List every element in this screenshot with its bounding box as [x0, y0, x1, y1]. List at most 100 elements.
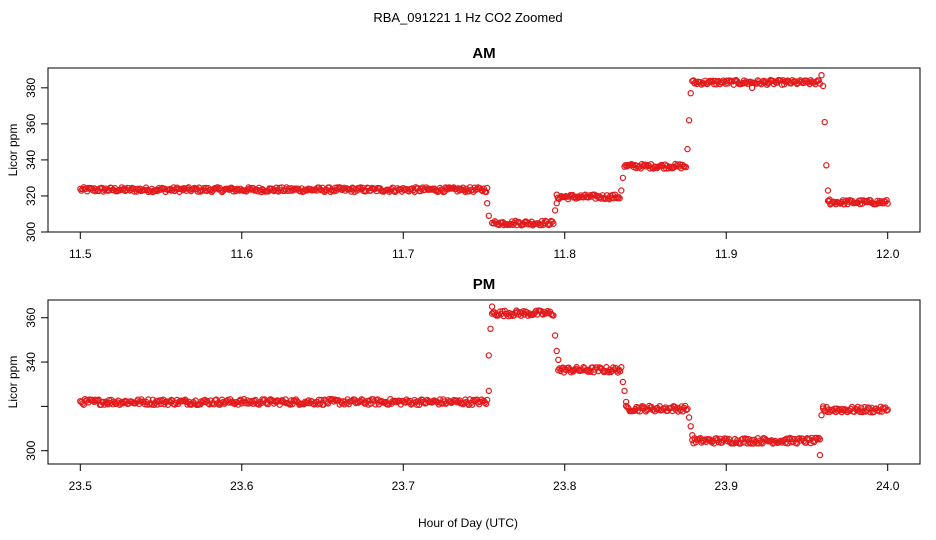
data-point [826, 196, 833, 203]
x-tick-label: 11.6 [231, 247, 254, 261]
data-point [372, 401, 379, 408]
data-point [404, 398, 411, 405]
data-point [816, 436, 824, 443]
x-tick-label: 23.9 [715, 479, 739, 493]
data-point [748, 436, 756, 444]
y-tick-label: 340 [24, 352, 38, 372]
data-point [685, 117, 693, 124]
data-point [622, 398, 630, 406]
data-point [553, 199, 560, 207]
data-point [485, 352, 492, 359]
data-point [259, 396, 266, 403]
data-point [682, 163, 690, 171]
x-tick-label: 12.0 [876, 247, 900, 261]
data-point [683, 406, 690, 414]
data-point [487, 325, 494, 332]
panel-am: AM Licor ppm 11.5 11.6 11.7 11.8 11.9 12.0 30… [6, 45, 921, 261]
data-point [488, 219, 496, 227]
data-point [823, 162, 830, 169]
data-point [583, 367, 591, 374]
data-point [684, 405, 691, 413]
data-point [883, 196, 890, 204]
x-axis-label: Hour of Day (UTC) [418, 516, 518, 530]
x-tick-label: 24.0 [876, 479, 900, 493]
data-point [618, 187, 625, 194]
data-point [416, 401, 423, 408]
y-tick-label: 360 [24, 114, 38, 134]
data-point [484, 396, 491, 404]
data-point [814, 436, 821, 443]
data-point [484, 184, 491, 192]
data-point [485, 387, 492, 395]
data-point [550, 312, 557, 319]
data-point [813, 434, 820, 442]
y-tick-label: 300 [24, 440, 38, 460]
data-point [568, 367, 576, 374]
data-point [482, 188, 490, 196]
panel-pm-series [77, 303, 891, 459]
data-point [619, 174, 627, 182]
x-tick-label: 23.8 [553, 479, 577, 493]
data-point [485, 212, 492, 219]
data-point [520, 308, 527, 315]
data-point [291, 397, 298, 405]
data-point [854, 403, 861, 411]
data-point [619, 378, 627, 386]
y-tick-label: 340 [24, 150, 38, 170]
panel-am-series [77, 71, 891, 229]
data-point [618, 364, 625, 371]
data-point [484, 199, 491, 207]
panel-am-title: AM [472, 45, 495, 62]
data-point [117, 400, 124, 407]
data-point [684, 145, 691, 153]
data-point [748, 84, 756, 92]
data-point [553, 347, 560, 355]
data-point [550, 220, 557, 227]
panel-pm-frame [47, 299, 921, 465]
data-point [482, 400, 490, 407]
main-title: RBA_091221 1 Hz CO2 Zoomed [373, 10, 562, 25]
panel-am-frame [47, 67, 921, 233]
panel-am-xaxis: 11.5 11.6 11.7 11.8 11.9 12.0 [69, 232, 900, 261]
data-point [819, 82, 827, 90]
panel-pm-xaxis: 23.5 23.6 23.7 23.8 23.9 24.0 [69, 464, 900, 493]
x-tick-label: 11.9 [715, 247, 738, 261]
panel-pm-yaxis: 300 340 360 [24, 307, 48, 461]
data-point [884, 200, 891, 207]
x-tick-label: 11.8 [554, 247, 577, 261]
data-point [884, 406, 891, 413]
data-point [551, 332, 559, 339]
panel-pm: PM Licor ppm 23.5 23.6 23.7 23.8 23.9 24.0 30… [6, 276, 921, 493]
data-point [687, 423, 694, 430]
panel-pm-title: PM [473, 276, 496, 293]
data-point [816, 451, 824, 459]
data-point [821, 118, 828, 126]
panel-am-ylabel: Licor ppm [6, 124, 20, 177]
data-point [315, 396, 323, 403]
panel-am-yaxis: 300 320 340 360 380 [24, 77, 48, 242]
y-tick-label: 300 [24, 222, 38, 242]
x-tick-label: 23.6 [230, 479, 254, 493]
data-point [616, 194, 623, 202]
data-point [818, 71, 825, 79]
data-point [551, 207, 559, 214]
data-point [687, 89, 694, 97]
x-tick-label: 23.7 [392, 479, 416, 493]
x-tick-label: 11.7 [392, 247, 415, 261]
data-point [555, 356, 562, 363]
x-tick-label: 23.5 [69, 479, 93, 493]
data-point [615, 193, 622, 201]
data-point [616, 368, 624, 375]
data-point [413, 401, 421, 408]
data-point [689, 432, 696, 439]
data-point [384, 401, 392, 408]
data-point [818, 412, 825, 419]
data-point [815, 434, 822, 442]
y-tick-label: 380 [24, 77, 38, 97]
y-tick-label: 360 [24, 307, 38, 327]
x-tick-label: 11.5 [69, 247, 92, 261]
data-point [824, 187, 832, 194]
y-tick-label: 320 [24, 186, 38, 206]
data-point [488, 303, 496, 310]
